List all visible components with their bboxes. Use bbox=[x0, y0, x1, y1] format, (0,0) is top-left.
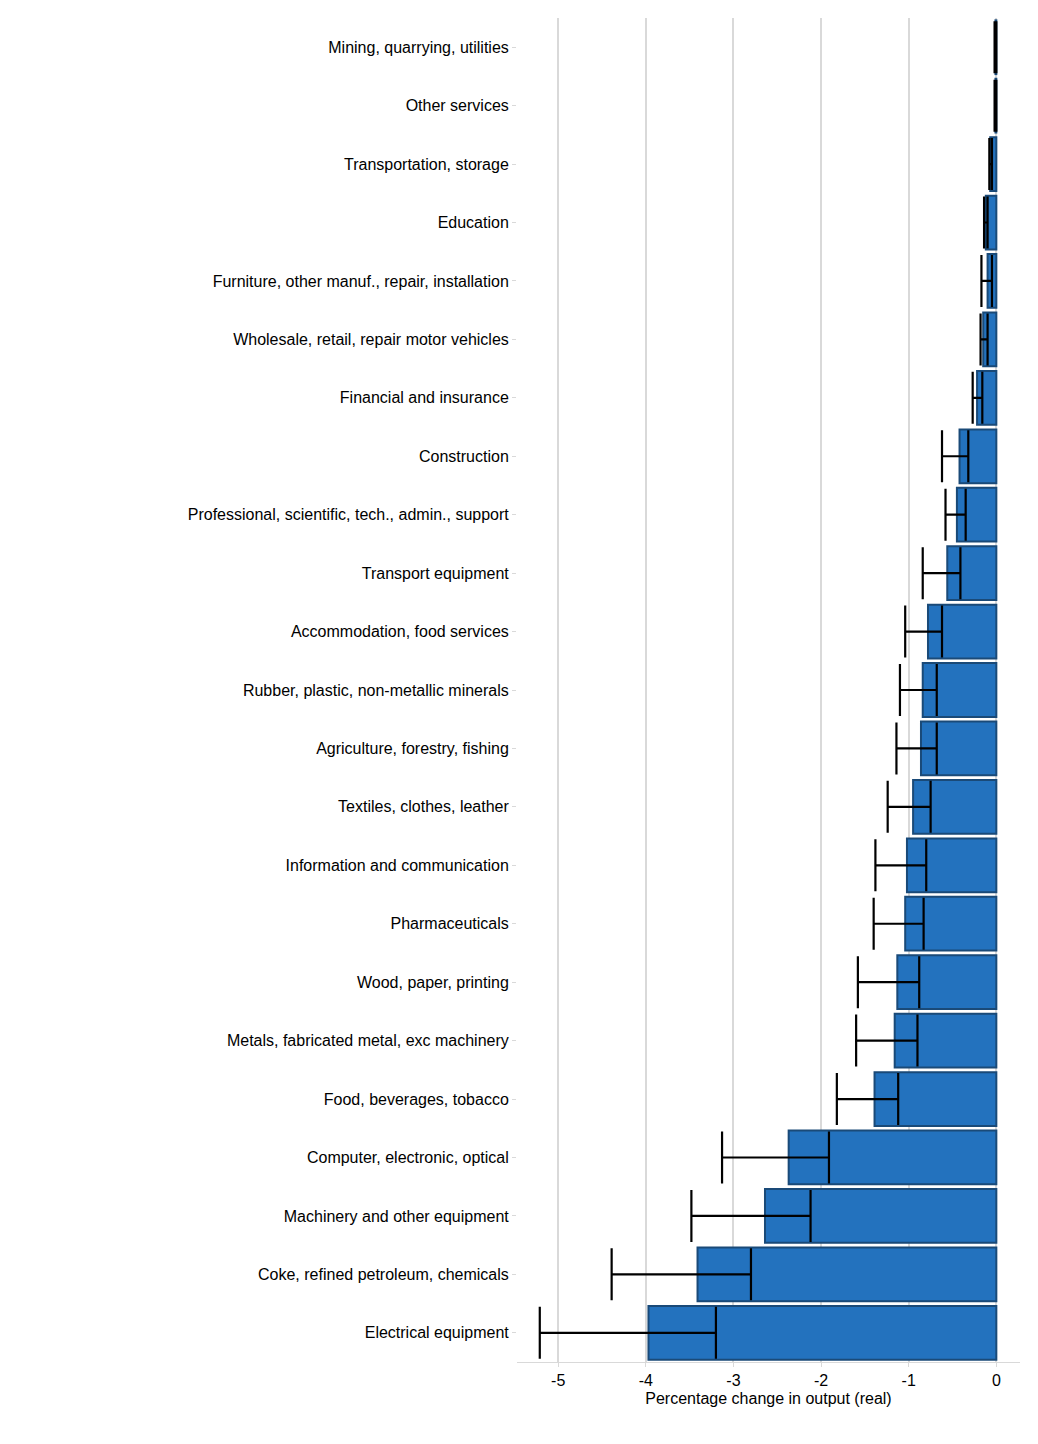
svg-text:-1: -1 bbox=[902, 1372, 916, 1389]
svg-text:Metals, fabricated metal, exc: Metals, fabricated metal, exc machinery bbox=[227, 1032, 509, 1049]
svg-text:Construction: Construction bbox=[419, 448, 509, 465]
svg-text:Wood, paper, printing: Wood, paper, printing bbox=[357, 974, 509, 991]
svg-text:Accommodation, food services: Accommodation, food services bbox=[291, 623, 509, 640]
svg-text:Transportation, storage: Transportation, storage bbox=[344, 156, 509, 173]
svg-text:-2: -2 bbox=[814, 1372, 828, 1389]
svg-text:Other services: Other services bbox=[406, 97, 509, 114]
svg-text:Agriculture, forestry, fishing: Agriculture, forestry, fishing bbox=[316, 740, 509, 757]
svg-text:Furniture, other manuf., repai: Furniture, other manuf., repair, install… bbox=[213, 273, 509, 290]
svg-text:Computer, electronic, optical: Computer, electronic, optical bbox=[307, 1149, 509, 1166]
svg-text:Food, beverages, tobacco: Food, beverages, tobacco bbox=[324, 1091, 509, 1108]
svg-text:Electrical equipment: Electrical equipment bbox=[365, 1324, 510, 1341]
svg-text:Information and communication: Information and communication bbox=[286, 857, 509, 874]
svg-text:-4: -4 bbox=[639, 1372, 653, 1389]
svg-text:Mining, quarrying, utilities: Mining, quarrying, utilities bbox=[328, 39, 509, 56]
svg-text:Percentage change in output (r: Percentage change in output (real) bbox=[645, 1390, 891, 1407]
svg-text:Textiles, clothes, leather: Textiles, clothes, leather bbox=[338, 798, 509, 815]
svg-text:Financial and insurance: Financial and insurance bbox=[340, 389, 509, 406]
svg-text:Professional, scientific, tech: Professional, scientific, tech., admin.,… bbox=[188, 506, 510, 523]
svg-text:Coke, refined petroleum, chemi: Coke, refined petroleum, chemicals bbox=[258, 1266, 509, 1283]
svg-text:Wholesale, retail, repair moto: Wholesale, retail, repair motor vehicles bbox=[233, 331, 509, 348]
svg-text:-3: -3 bbox=[726, 1372, 740, 1389]
svg-text:Pharmaceuticals: Pharmaceuticals bbox=[391, 915, 509, 932]
svg-text:Transport equipment: Transport equipment bbox=[362, 565, 510, 582]
svg-text:Education: Education bbox=[438, 214, 509, 231]
svg-text:Machinery and other equipment: Machinery and other equipment bbox=[284, 1208, 510, 1225]
svg-text:0: 0 bbox=[992, 1372, 1001, 1389]
svg-text:-5: -5 bbox=[551, 1372, 565, 1389]
svg-text:Rubber, plastic, non-metallic: Rubber, plastic, non-metallic minerals bbox=[243, 682, 509, 699]
